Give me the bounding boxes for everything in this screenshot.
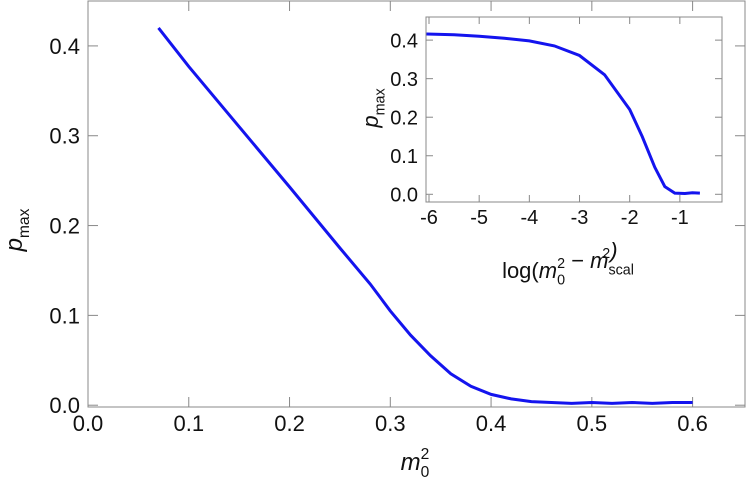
label-subscript: max [16, 208, 33, 238]
data-line [157, 26, 693, 405]
x-tick-label: -4 [520, 207, 538, 229]
x-tick-label: 0.2 [274, 411, 305, 436]
label-text: m [539, 258, 557, 283]
x-tick-label: 0.6 [677, 411, 708, 436]
y-tick-label: 0.3 [390, 69, 418, 91]
y-axis-label: pmax [1, 208, 33, 252]
data-line [426, 32, 700, 196]
label-subscript: scal [608, 263, 633, 279]
label-superscript: 2 [421, 446, 430, 463]
label-subscript: 0 [421, 464, 430, 481]
label-text: ) [607, 238, 617, 263]
y-tick-label: 0.1 [49, 303, 80, 328]
y-tick-label: 0.2 [390, 107, 418, 129]
x-tick-label: 0.5 [577, 411, 608, 436]
x-tick-label: -1 [671, 207, 689, 229]
x-tick-label: 0.0 [73, 411, 104, 436]
label-text: m [401, 449, 421, 476]
x-tick-label: -5 [470, 207, 488, 229]
y-tick-label: 0.4 [390, 30, 418, 52]
y-axis-label: pmax [358, 88, 389, 128]
label-text: m [590, 248, 608, 273]
y-tick-label: 0.1 [390, 146, 418, 168]
label-subscript: max [373, 88, 389, 115]
x-tick-label: -2 [621, 207, 639, 229]
x-tick-label: 0.1 [173, 411, 204, 436]
label-subscript: 0 [557, 273, 565, 289]
x-tick-label: 0.4 [476, 411, 507, 436]
label-superscript: 2 [602, 246, 610, 262]
label-text: − [565, 248, 590, 273]
y-tick-label: 0.2 [49, 213, 80, 238]
label-text: log( [502, 258, 539, 283]
label-text: p [1, 238, 28, 252]
plot-frame [425, 16, 723, 203]
x-tick-label: -6 [420, 207, 438, 229]
y-tick-label: 0.3 [49, 124, 80, 149]
x-tick-label: -3 [571, 207, 589, 229]
y-tick-label: 0.0 [390, 184, 418, 206]
y-tick-label: 0.0 [49, 393, 80, 418]
x-axis-label: log(m02 − mscal2) [502, 238, 634, 288]
label-superscript: 2 [557, 256, 565, 272]
label-text: p [358, 115, 383, 128]
y-tick-label: 0.4 [49, 34, 80, 59]
x-axis-label: m02 [401, 446, 430, 481]
x-tick-label: 0.3 [375, 411, 406, 436]
